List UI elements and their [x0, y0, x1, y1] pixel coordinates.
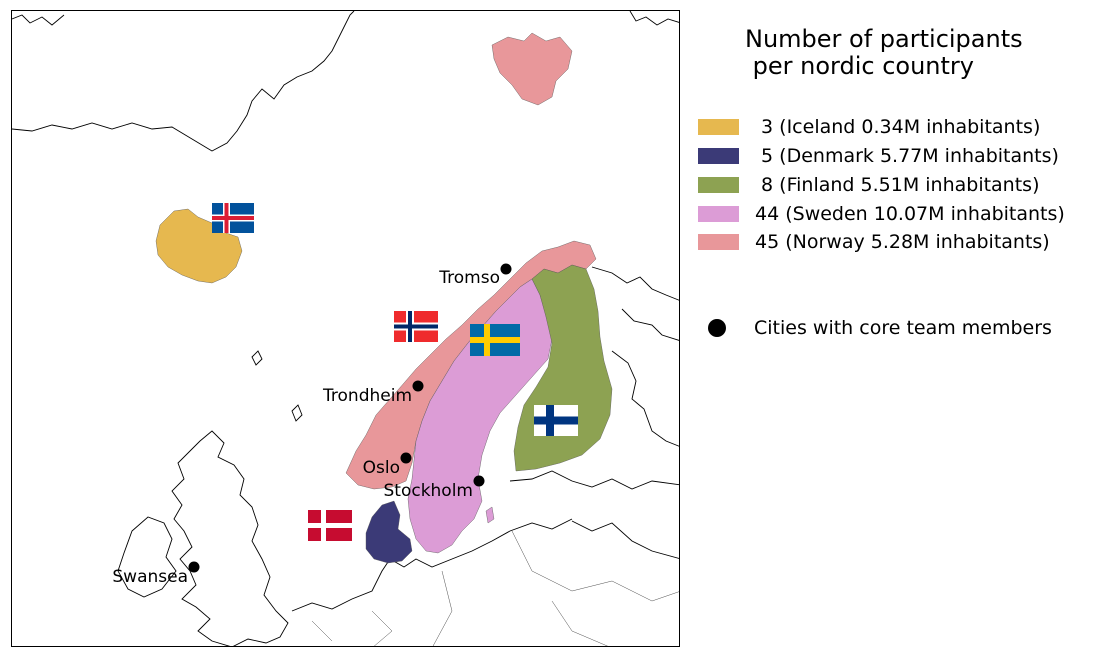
arctic-islands-coast: [629, 11, 679, 26]
iceland-region: [155, 208, 243, 284]
city-marker-stockholm: [473, 475, 485, 487]
city-label-stockholm: Stockholm: [383, 481, 473, 501]
iceland-flag: [212, 203, 254, 233]
city-label-oslo: Oslo: [363, 458, 400, 478]
border-line: [371, 610, 393, 646]
city-marker-legend-icon: [708, 319, 726, 337]
city-marker-swansea: [188, 561, 200, 573]
city-marker-trondheim: [412, 380, 424, 392]
kola-coast: [591, 266, 679, 447]
legend-label-denmark: 5 (Denmark 5.77M inhabitants): [755, 145, 1059, 167]
britain-coast: [171, 430, 289, 646]
greenland-coast: [12, 11, 355, 152]
coastlines: [12, 11, 679, 646]
legend-swatch-finland: [698, 177, 739, 193]
border-line: [511, 530, 679, 602]
city-marker-tromso: [500, 263, 512, 275]
continent-coast: [291, 518, 573, 612]
legend-swatch-sweden: [698, 206, 739, 222]
border-line: [551, 600, 608, 646]
legend-swatch-denmark: [698, 148, 739, 164]
border-line: [432, 570, 453, 646]
country-borders: [311, 530, 679, 646]
legend-label-finland: 8 (Finland 5.51M inhabitants): [755, 174, 1040, 196]
legend-entry-sweden: 44 (Sweden 10.07M inhabitants): [698, 203, 1065, 225]
border-line: [311, 620, 333, 642]
gotland-region: [485, 506, 495, 524]
faroe-islands: [251, 350, 263, 366]
legend-entry-iceland: 3 (Iceland 0.34M inhabitants): [698, 116, 1041, 138]
legend-title: Number of participants per nordic countr…: [745, 25, 1023, 80]
legend-swatch-norway: [698, 234, 739, 250]
legend-label-iceland: 3 (Iceland 0.34M inhabitants): [755, 116, 1041, 138]
legend-label-sweden: 44 (Sweden 10.07M inhabitants): [755, 203, 1065, 225]
denmark-region: [365, 500, 413, 564]
svalbard-region: [491, 32, 573, 106]
city-marker-oslo: [400, 452, 412, 464]
map-panel: Tromso Trondheim Oslo Stockholm Swansea: [11, 10, 680, 647]
sweden-flag: [470, 324, 520, 356]
city-label-trondheim: Trondheim: [322, 386, 412, 406]
legend-label-cities: Cities with core team members: [754, 317, 1052, 339]
city-label-tromso: Tromso: [438, 268, 500, 288]
legend-label-norway: 45 (Norway 5.28M inhabitants): [755, 231, 1050, 253]
city-label-swansea: Swansea: [112, 567, 188, 587]
finland-flag: [534, 405, 578, 436]
legend-entry-norway: 45 (Norway 5.28M inhabitants): [698, 231, 1050, 253]
legend-swatch-iceland: [698, 119, 739, 135]
legend-entry-finland: 8 (Finland 5.51M inhabitants): [698, 174, 1040, 196]
ireland-coast: [117, 516, 177, 598]
nordic-map: Tromso Trondheim Oslo Stockholm Swansea: [12, 11, 679, 646]
legend-entry-denmark: 5 (Denmark 5.77M inhabitants): [698, 145, 1059, 167]
denmark-flag: [308, 510, 352, 541]
baltic-east-coast: [509, 470, 679, 559]
norway-flag: [394, 311, 438, 342]
legend-entry-cities: Cities with core team members: [708, 316, 1052, 340]
shetland-islands: [291, 404, 303, 422]
